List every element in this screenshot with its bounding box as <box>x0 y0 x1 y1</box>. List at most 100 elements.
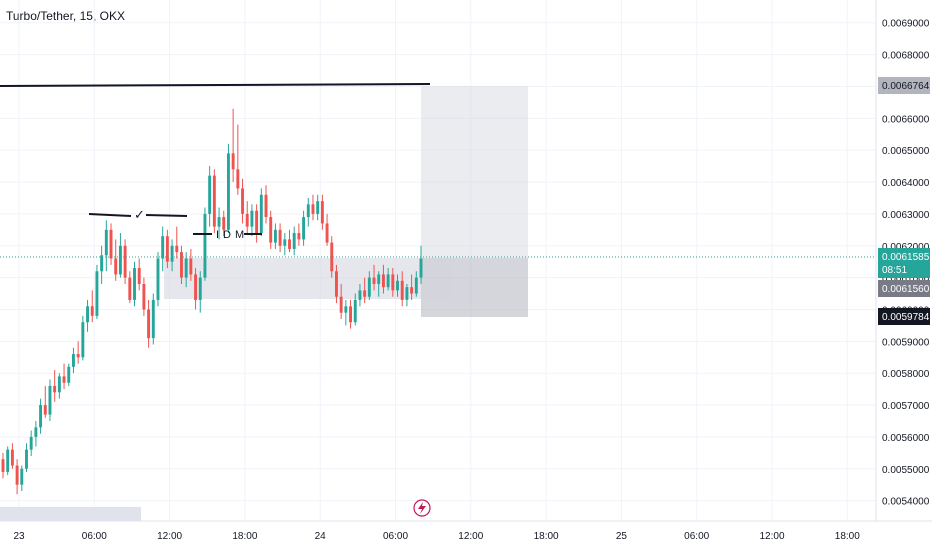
candle <box>302 210 306 246</box>
candle <box>405 283 409 307</box>
candle-body <box>170 245 174 262</box>
candle <box>311 194 315 221</box>
candle <box>151 293 155 345</box>
candle-body <box>147 309 151 339</box>
candle-body <box>391 274 395 291</box>
candle-body <box>405 287 409 300</box>
candle-body <box>273 229 277 243</box>
candle-body <box>226 153 230 230</box>
candle <box>400 271 404 307</box>
candle-body <box>245 213 249 227</box>
candle-body <box>180 252 183 278</box>
candle <box>231 108 235 183</box>
candle-body <box>306 204 310 218</box>
candle <box>118 233 122 278</box>
x-tick-label: 06:00 <box>684 531 709 542</box>
candle <box>81 315 85 361</box>
candle <box>142 277 146 316</box>
candle-body <box>161 236 165 259</box>
candle <box>278 223 282 253</box>
candle <box>335 264 338 304</box>
candle <box>363 277 367 304</box>
candle-body <box>320 201 324 224</box>
candle <box>410 274 414 300</box>
candle-body <box>81 322 85 358</box>
structure-line-left[interactable] <box>88 213 132 217</box>
candle <box>39 398 43 434</box>
candle <box>10 443 14 469</box>
candle-body <box>194 274 198 300</box>
y-tick-label: 0.0059000 <box>882 337 930 348</box>
candle <box>25 443 28 472</box>
upper-level-label: 0.0066764 <box>882 81 930 92</box>
candle <box>372 264 376 291</box>
x-tick-label: 12:00 <box>458 531 483 542</box>
candle <box>273 223 277 249</box>
high-trendline[interactable] <box>0 83 431 87</box>
candle-body <box>292 233 296 249</box>
candle <box>86 299 89 332</box>
candle-body <box>20 468 24 485</box>
structure-line-right[interactable] <box>145 214 188 217</box>
candle <box>137 258 141 291</box>
candle <box>344 299 348 326</box>
candle <box>114 239 118 281</box>
candle-body <box>95 271 99 316</box>
candle-body <box>15 465 19 485</box>
upper-zone-box <box>421 86 528 258</box>
drawings: ✓ IDM <box>0 83 876 258</box>
candle-body <box>156 258 160 300</box>
candle-body <box>62 376 66 383</box>
y-tick-label: 0.0055000 <box>882 465 930 476</box>
candle <box>236 124 240 195</box>
candle-body <box>236 169 240 189</box>
candle-body <box>419 258 423 278</box>
candle-body <box>6 449 10 472</box>
candle-body <box>372 277 376 284</box>
candle-body <box>71 354 75 367</box>
lightning-icon[interactable] <box>413 499 431 517</box>
candle <box>48 379 52 421</box>
candle <box>358 283 362 307</box>
candle-body <box>396 280 399 291</box>
candle <box>316 194 320 221</box>
upper-level-badge <box>878 77 930 94</box>
candle-body <box>278 229 282 246</box>
y-tick-label: 0.0062000 <box>882 242 930 253</box>
candle <box>128 271 132 304</box>
candle <box>349 299 353 329</box>
session-highlight <box>0 507 141 521</box>
candle-body <box>259 194 263 234</box>
candle-body <box>339 296 343 313</box>
candle <box>250 204 254 237</box>
candle-body <box>302 217 306 240</box>
x-tick-label: 18:00 <box>835 531 860 542</box>
candle <box>53 370 57 402</box>
candle <box>292 226 296 256</box>
x-tick-label: 18:00 <box>534 531 559 542</box>
candle <box>255 204 259 243</box>
y-tick-label: 0.0058000 <box>882 369 930 380</box>
y-tick-label: 0.0054000 <box>882 497 930 508</box>
candle <box>396 274 399 297</box>
candle-body <box>349 306 353 323</box>
candle <box>259 188 263 237</box>
x-tick-label: 18:00 <box>232 531 257 542</box>
candle <box>76 341 80 364</box>
candle <box>306 197 310 227</box>
candle-body <box>76 354 80 358</box>
candle-body <box>269 217 273 243</box>
candle <box>226 143 230 234</box>
candle-body <box>67 366 71 383</box>
candle <box>100 245 104 284</box>
x-tick-label: 24 <box>315 531 327 542</box>
candle <box>109 223 113 265</box>
candles <box>1 108 423 495</box>
candle-body <box>241 188 244 214</box>
candle <box>208 166 212 227</box>
candle <box>377 271 381 297</box>
candle <box>20 465 24 492</box>
candle-body <box>100 255 104 272</box>
candle-body <box>330 242 334 272</box>
